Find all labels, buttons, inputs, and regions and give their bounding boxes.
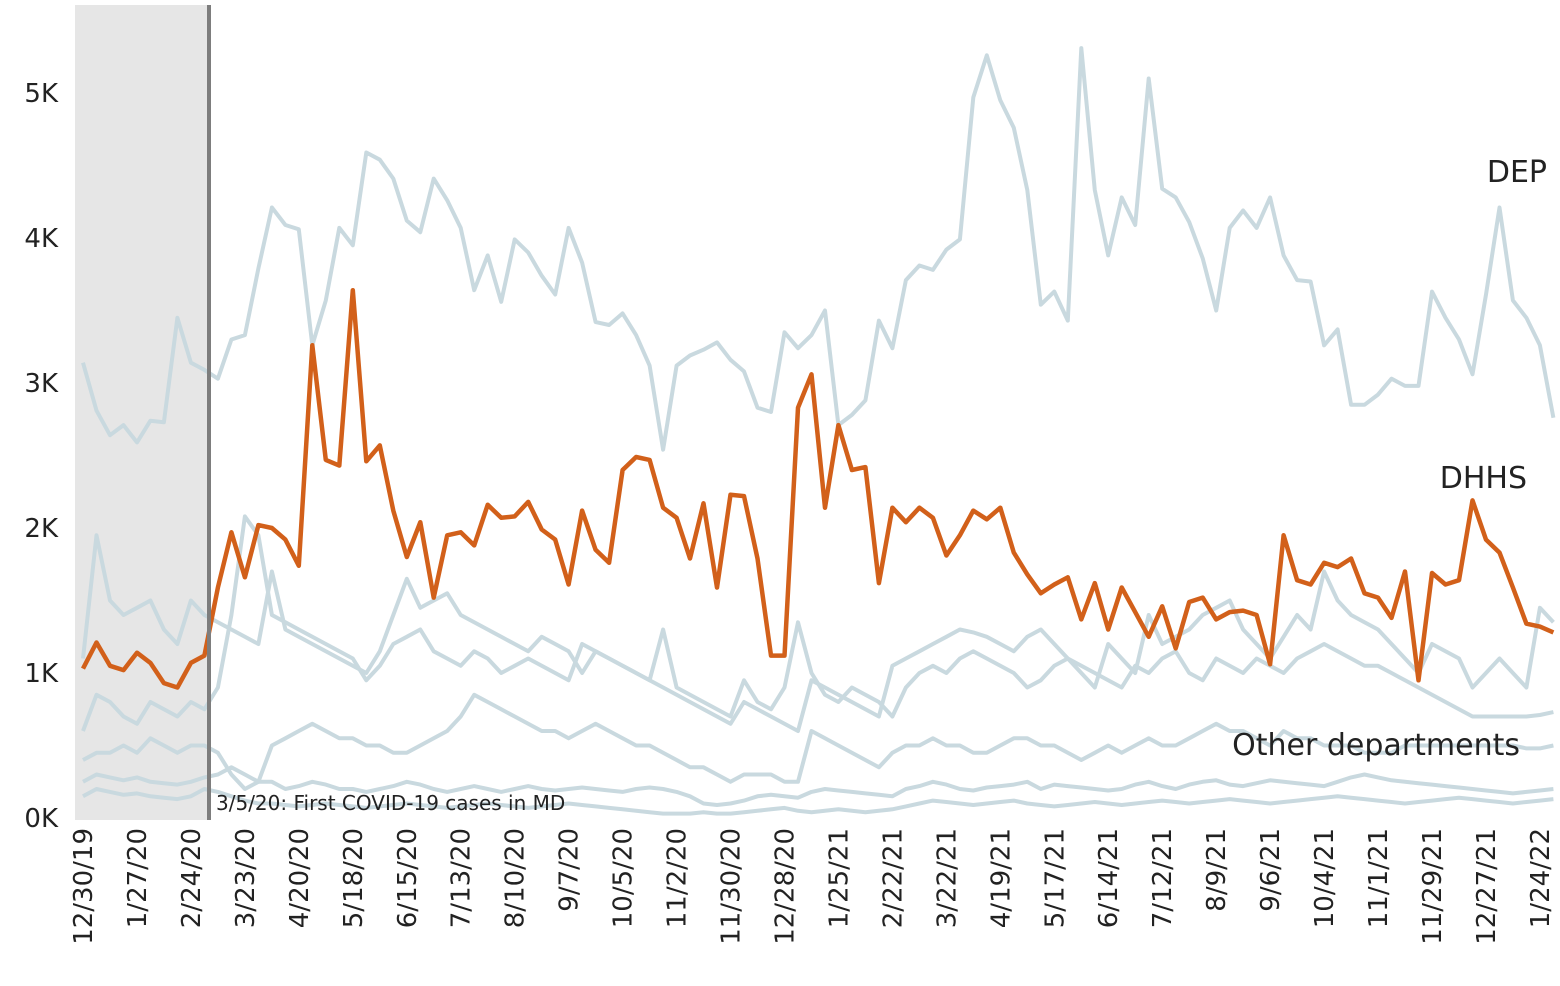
series-line — [81, 46, 1556, 452]
x-tick-label: 1/27/20 — [123, 828, 153, 928]
y-tick-label: 3K — [24, 369, 59, 399]
x-tick-label: 3/22/21 — [932, 828, 962, 928]
x-tick-label: 7/13/20 — [447, 828, 477, 928]
y-tick-label: 1K — [24, 659, 59, 689]
y-tick-label: 4K — [24, 224, 59, 254]
other-department-line — [82, 765, 1554, 807]
x-tick-label: 9/7/20 — [555, 828, 585, 912]
y-tick-label: 5K — [24, 79, 59, 109]
x-tick-label: 10/4/21 — [1310, 828, 1340, 928]
x-tick-label: 8/10/20 — [501, 828, 531, 928]
x-tick-label: 1/24/22 — [1526, 828, 1556, 928]
other-department-line — [81, 514, 1554, 733]
x-tick-label: 2/22/21 — [878, 828, 908, 928]
x-tick-label: 6/14/21 — [1094, 828, 1124, 928]
plot-lines — [81, 46, 1556, 816]
y-tick-label: 2K — [24, 514, 59, 544]
x-tick-label: 5/17/21 — [1040, 828, 1070, 928]
x-tick-label: 4/20/20 — [285, 828, 315, 928]
series-line — [81, 287, 1555, 690]
series-label: DHHS — [1440, 461, 1527, 496]
series-label: DEP — [1487, 155, 1547, 190]
other-department-line — [82, 787, 1554, 816]
x-tick-label: 8/9/21 — [1202, 828, 1232, 912]
x-tick-label: 2/24/20 — [177, 828, 207, 928]
x-tick-label: 10/5/20 — [609, 828, 639, 928]
x-tick-label: 3/23/20 — [231, 828, 261, 928]
x-tick-label: 4/19/21 — [986, 828, 1016, 928]
other-departments-label: Other departments — [1232, 728, 1520, 763]
x-tick-label: 9/6/21 — [1256, 828, 1286, 912]
x-tick-label: 11/2/20 — [663, 828, 693, 928]
x-tick-label: 12/27/21 — [1472, 828, 1502, 945]
event-annotation: 3/5/20: First COVID-19 cases in MD — [216, 791, 565, 815]
x-tick-label: 7/12/21 — [1148, 828, 1178, 928]
x-tick-label: 1/25/21 — [824, 828, 854, 928]
x-tick-label: 11/30/20 — [717, 828, 747, 945]
y-tick-label: 0K — [24, 804, 59, 834]
x-tick-label: 12/30/19 — [69, 828, 99, 945]
other-department-line — [82, 692, 1554, 791]
x-tick-label: 6/15/20 — [393, 828, 423, 928]
other-department-line — [81, 533, 1555, 719]
x-tick-label: 12/28/20 — [770, 828, 800, 945]
x-tick-label: 11/1/21 — [1364, 828, 1394, 928]
x-tick-label: 5/18/20 — [339, 828, 369, 928]
x-tick-label: 11/29/21 — [1418, 828, 1448, 945]
